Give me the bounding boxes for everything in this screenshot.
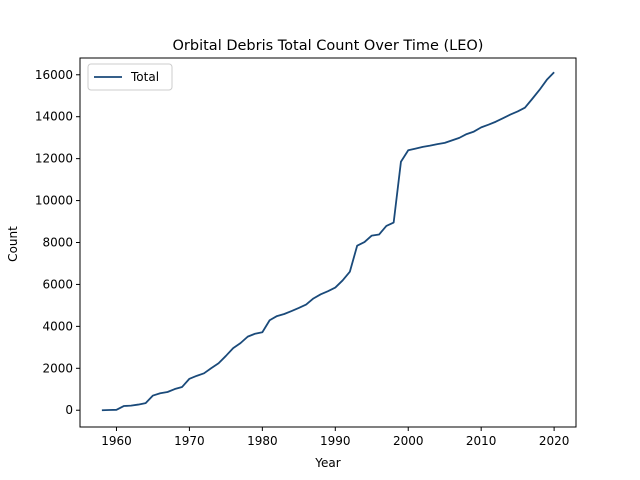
x-tick-label: 2010 bbox=[466, 434, 497, 448]
y-tick-label: 6000 bbox=[42, 277, 73, 291]
y-tick-label: 12000 bbox=[35, 152, 73, 166]
x-tick-label: 2000 bbox=[393, 434, 424, 448]
y-tick-label: 16000 bbox=[35, 68, 73, 82]
x-axis: 1960 1970 1980 1990 2000 2010 2020 bbox=[101, 427, 569, 448]
legend-label: Total bbox=[130, 70, 159, 84]
x-tick-label: 1990 bbox=[320, 434, 351, 448]
y-axis: 0 2000 4000 6000 8000 10000 12000 14000 16000 bbox=[35, 68, 80, 417]
y-axis-title: Count bbox=[6, 226, 20, 262]
chart-title: Orbital Debris Total Count Over Time (LE… bbox=[173, 38, 484, 54]
x-tick-label: 1970 bbox=[174, 434, 205, 448]
y-tick-label: 8000 bbox=[42, 236, 73, 250]
y-tick-label: 0 bbox=[65, 403, 73, 417]
x-axis-title: Year bbox=[314, 456, 340, 470]
y-tick-label: 14000 bbox=[35, 110, 73, 124]
legend-box bbox=[87, 63, 173, 91]
x-tick-label: 1980 bbox=[247, 434, 278, 448]
y-tick-label: 4000 bbox=[42, 319, 73, 333]
x-tick-label: 2020 bbox=[539, 434, 570, 448]
legend: Total bbox=[87, 63, 173, 91]
plot-area bbox=[101, 71, 555, 412]
y-tick-label: 2000 bbox=[42, 361, 73, 375]
y-tick-label: 10000 bbox=[35, 194, 73, 208]
series-line-total bbox=[101, 71, 555, 412]
x-tick-label: 1960 bbox=[101, 434, 132, 448]
